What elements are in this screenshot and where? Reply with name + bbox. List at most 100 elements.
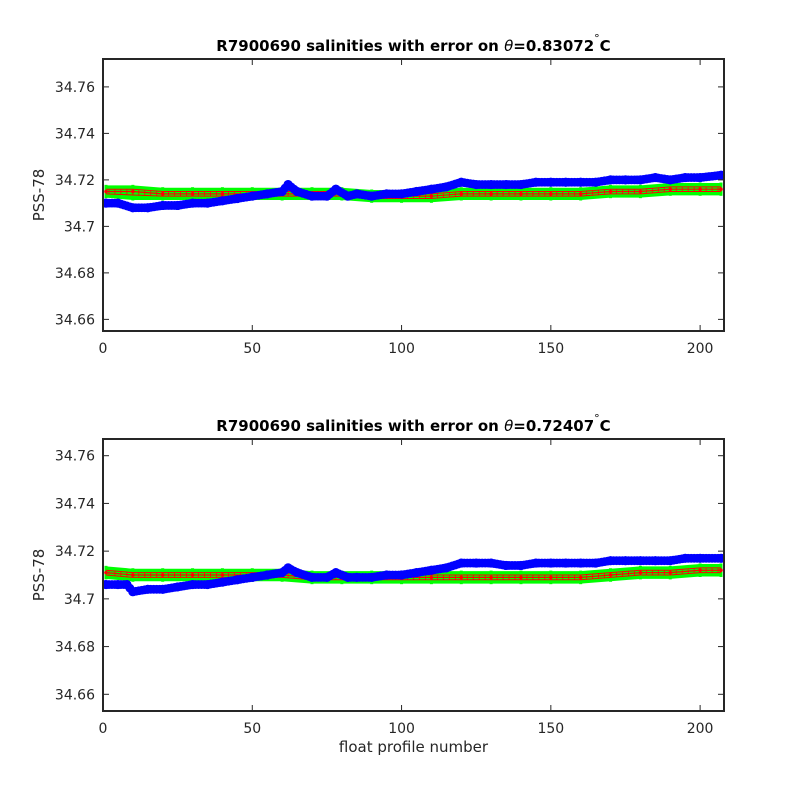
bottom-float-point <box>113 579 123 590</box>
bottom-x-tick-label: 0 <box>99 721 108 737</box>
top-float-point <box>576 177 586 187</box>
top-mapped-point <box>668 187 673 191</box>
top-float-point <box>202 198 213 208</box>
bottom-float-point <box>486 558 496 568</box>
top-float-point <box>680 172 690 183</box>
bottom-y-tick-label: 34.72 <box>55 544 95 560</box>
bottom-y-tick-label: 34.66 <box>55 687 95 703</box>
top-mapped-point <box>104 189 108 194</box>
bottom-mapped-point <box>519 575 523 580</box>
bottom-float-point <box>441 563 451 573</box>
top-float-point <box>158 200 168 211</box>
top-axes-box <box>102 58 725 332</box>
bottom-float-point <box>122 579 132 590</box>
bottom-mapped-point <box>549 575 553 580</box>
top-float-point <box>247 191 257 201</box>
top-float-point <box>331 184 341 194</box>
bottom-float-point <box>367 572 377 582</box>
bottom-title-unit: C <box>600 417 611 435</box>
top-y-tick-label: 34.72 <box>55 173 95 189</box>
top-float-point <box>173 200 183 211</box>
bottom-float-point <box>128 587 138 597</box>
top-float-point <box>322 191 332 201</box>
bottom-float-point <box>382 570 392 580</box>
bottom-plot-area <box>103 553 724 597</box>
bottom-mapped-point <box>190 573 195 577</box>
bottom-float-point <box>247 572 257 582</box>
top-mapped-point <box>638 189 643 194</box>
top-title-degree: ° <box>594 32 600 45</box>
top-float-point <box>561 177 571 187</box>
bottom-float-point <box>283 563 293 573</box>
top-mapped-bound-lower <box>105 191 722 199</box>
top-float-point <box>486 179 496 190</box>
bottom-y-tick-label: 34.74 <box>55 496 95 512</box>
bottom-axes-box <box>102 438 725 712</box>
top-float-point <box>352 189 362 199</box>
bottom-float-point <box>591 558 601 568</box>
bottom-mapped-point <box>668 570 673 575</box>
top-float-point <box>343 191 353 201</box>
top-plot-area <box>103 170 724 213</box>
bottom-float-point <box>173 582 183 592</box>
top-mapped-point <box>608 189 613 194</box>
top-float-point <box>113 198 123 208</box>
bottom-float-point <box>322 572 332 582</box>
top-y-tick-label: 34.66 <box>55 312 95 328</box>
bottom-float-point <box>561 558 571 568</box>
bottom-float-point <box>343 572 353 582</box>
bottom-y-tick-label: 34.68 <box>55 640 95 656</box>
bottom-title-degree: ° <box>594 412 600 425</box>
bottom-float-point <box>217 577 228 587</box>
top-float-point <box>262 189 272 199</box>
bottom-float-point <box>103 579 111 590</box>
top-float-point <box>441 182 451 192</box>
bottom-float-point <box>426 565 437 575</box>
bottom-float-point <box>695 553 705 563</box>
top-y-tick-label: 34.68 <box>55 266 95 282</box>
bottom-float-point <box>411 568 422 578</box>
bottom-mapped-point <box>220 573 225 577</box>
bottom-float-point <box>331 568 341 578</box>
bottom-title-value: =0.72407 <box>513 417 594 435</box>
bottom-float-point <box>635 556 646 566</box>
top-y-tick-label: 34.7 <box>64 219 95 235</box>
top-x-tick-label: 200 <box>687 341 714 357</box>
top-float-point <box>716 170 724 180</box>
top-float-point <box>650 172 660 183</box>
bottom-float-point <box>501 560 511 571</box>
bottom-float-point <box>665 556 675 566</box>
bottom-title-prefix: R7900690 salinities with error on <box>216 417 504 435</box>
bottom-float-point <box>516 560 526 571</box>
bottom-float-point <box>605 556 616 566</box>
top-title-prefix: R7900690 salinities with error on <box>216 37 504 55</box>
bottom-title: R7900690 salinities with error on θ=0.72… <box>216 412 610 435</box>
top-mapped-point <box>519 192 523 196</box>
bottom-float-point <box>262 570 272 580</box>
top-x-tick-label: 0 <box>99 341 108 357</box>
bottom-x-tick-label: 100 <box>388 721 415 737</box>
bottom-float-point <box>471 558 481 568</box>
bottom-mapped-point <box>429 575 434 580</box>
bottom-mapped-point <box>459 575 464 580</box>
top-float-point <box>635 175 646 185</box>
top-title-unit: C <box>600 37 611 55</box>
top-title-theta: θ <box>504 37 513 55</box>
top-float-point <box>283 179 293 190</box>
top-y-axis-label: PSS-78 <box>30 169 48 222</box>
top-x-tick-label: 150 <box>537 341 564 357</box>
top-float-point <box>620 175 631 185</box>
bottom-x-axis-label: float profile number <box>339 738 489 756</box>
top-float-point <box>531 177 541 187</box>
top-float-point <box>591 177 601 187</box>
bottom-float-point <box>620 556 631 566</box>
top-float-point <box>501 179 511 190</box>
top-mapped-point <box>190 192 195 196</box>
bottom-y-tick-label: 34.7 <box>64 592 95 608</box>
bottom-mapped-point <box>719 568 723 573</box>
top-float-point <box>516 179 526 190</box>
top-mapped-point <box>549 192 553 196</box>
top-float-point <box>695 172 705 183</box>
bottom-y-axis-label: PSS-78 <box>30 549 48 602</box>
bottom-salinity-panel: 0 50 100 150 200 34.66 34.68 34.7 34.72 34.74 34.7… <box>30 412 725 756</box>
